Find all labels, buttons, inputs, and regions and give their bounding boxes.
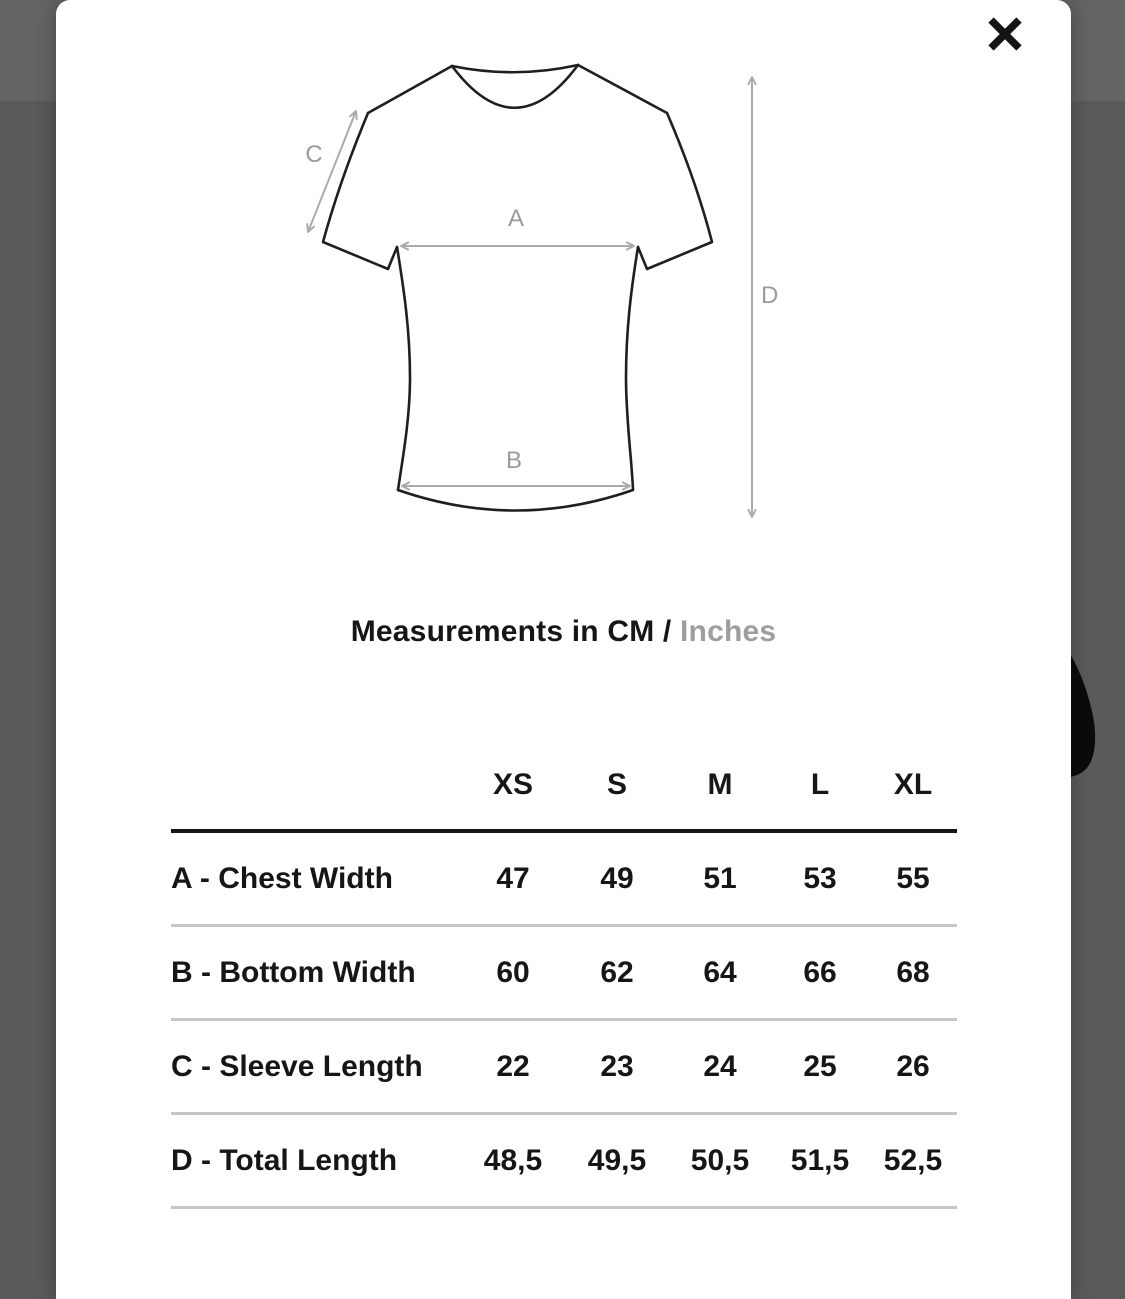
close-icon: [988, 17, 1022, 51]
background-product-fragment: [1070, 654, 1096, 777]
table-divider: [171, 1018, 957, 1021]
cell-value: 51: [703, 861, 737, 895]
diagram-label-b: B: [506, 447, 522, 474]
table-divider: [171, 1206, 957, 1209]
row-label: A - Chest Width: [171, 861, 393, 895]
table-row-chest-width: A - Chest Width 47 49 51 53 55: [171, 833, 957, 924]
diagram-label-d: D: [761, 282, 778, 309]
size-table-header: XS S M L XL: [171, 763, 957, 829]
cell-value: 24: [703, 1049, 737, 1083]
cell-value: 49,5: [587, 1143, 647, 1177]
table-heavy-rule: [171, 829, 957, 833]
caption-primary: Measurements in CM /: [350, 615, 672, 648]
cell-value: 52,5: [883, 1143, 943, 1177]
cell-value: 48,5: [483, 1143, 543, 1177]
table-divider: [171, 924, 957, 927]
cell-value: 55: [896, 861, 930, 895]
row-label: C - Sleeve Length: [171, 1049, 423, 1083]
header-size-xs: XS: [492, 768, 534, 801]
cell-value: 50,5: [690, 1143, 750, 1177]
cell-value: 68: [896, 955, 930, 989]
cell-value: 25: [803, 1049, 837, 1083]
size-table: XS S M L XL A - Chest Width 47 49 51 53 …: [171, 763, 957, 1209]
cell-value: 49: [600, 861, 634, 895]
tshirt-outline: [321, 63, 714, 512]
table-row-sleeve-length: C - Sleeve Length 22 23 24 25 26: [171, 1021, 957, 1112]
cell-value: 64: [703, 955, 737, 989]
diagram-label-a: A: [508, 205, 524, 232]
cell-value: 60: [496, 955, 530, 989]
cell-value: 66: [803, 955, 837, 989]
diagram-label-c: C: [305, 141, 322, 168]
cell-value: 22: [496, 1049, 530, 1083]
cell-value: 51,5: [790, 1143, 850, 1177]
tshirt-measurement-diagram: A B C D: [305, 63, 778, 518]
cell-value: 53: [803, 861, 837, 895]
header-size-s: S: [606, 768, 627, 801]
close-button[interactable]: [981, 10, 1029, 58]
table-row-total-length: D - Total Length 48,5 49,5 50,5 51,5 52,…: [171, 1115, 957, 1206]
cell-value: 26: [896, 1049, 930, 1083]
cell-value: 62: [600, 955, 634, 989]
measurements-caption: Measurements in CM / Inches: [56, 615, 1071, 649]
row-label: D - Total Length: [171, 1143, 398, 1177]
cell-value: 47: [496, 861, 530, 895]
table-divider: [171, 1112, 957, 1115]
header-spacer: [171, 763, 461, 769]
header-size-l: L: [810, 768, 830, 801]
row-label: B - Bottom Width: [171, 955, 416, 989]
unit-toggle-inches[interactable]: Inches: [680, 615, 777, 648]
cell-value: 23: [600, 1049, 634, 1083]
header-size-m: M: [707, 768, 733, 801]
size-guide-modal: A B C D Measurements in CM / Inches XS S…: [56, 0, 1071, 1299]
table-row-bottom-width: B - Bottom Width 60 62 64 66 68: [171, 927, 957, 1018]
arrow-c-sleeve: [306, 110, 358, 233]
header-size-xl: XL: [893, 768, 933, 801]
